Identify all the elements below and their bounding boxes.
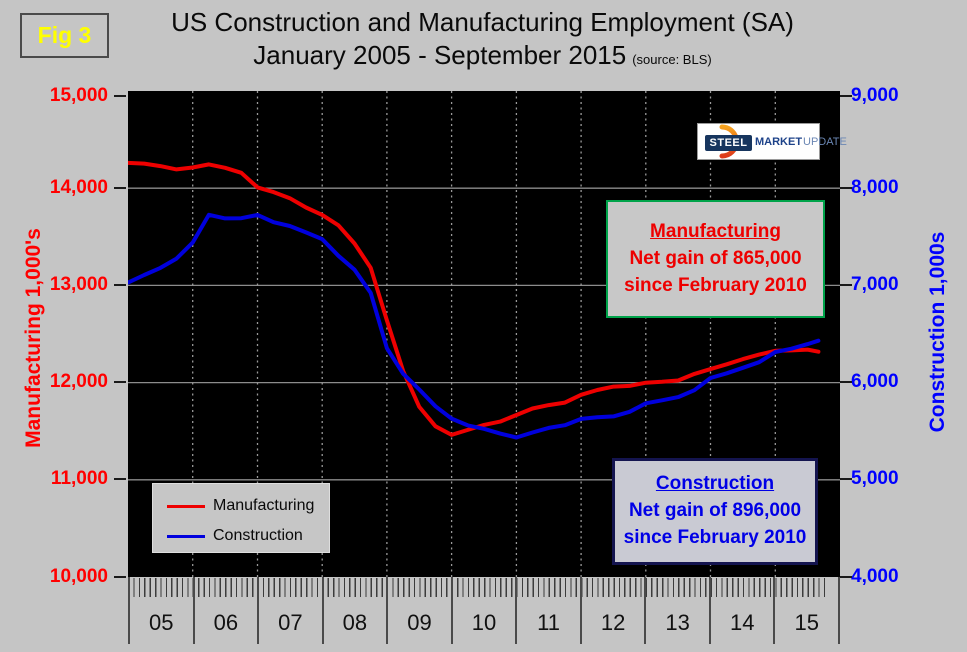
legend-item-manufacturing: Manufacturing: [167, 497, 314, 515]
left-tickmark: [114, 576, 126, 578]
right-tickmark: [840, 576, 852, 578]
construction-callout-line2: since February 2010: [623, 527, 807, 548]
legend: Manufacturing Construction: [152, 483, 330, 553]
smu-update-text: UPDATE: [803, 136, 847, 148]
construction-callout-title: Construction: [655, 473, 775, 494]
year-label: 08: [324, 577, 389, 644]
construction-line-swatch: [167, 534, 205, 538]
left-tickmark: [114, 381, 126, 383]
manufacturing-callout: Manufacturing Net gain of 865,000 since …: [606, 200, 825, 318]
right-tick-9000: 9,000: [851, 85, 899, 106]
right-tick-6000: 6,000: [851, 371, 899, 392]
title-block: US Construction and Manufacturing Employ…: [110, 6, 855, 76]
figure-number: Fig 3: [37, 22, 92, 48]
year-label: 10: [453, 577, 518, 644]
right-tickmark: [840, 381, 852, 383]
left-tickmark: [114, 478, 126, 480]
year-axis: 05 06 07 08 09 10 11 12 13 14 15: [128, 577, 841, 644]
manufacturing-callout-line2: since February 2010: [624, 275, 807, 296]
left-tickmark: [114, 187, 126, 189]
steel-market-update-logo: STEEL MARKET UPDATE: [697, 123, 847, 160]
left-tickmark: [114, 284, 126, 286]
year-label: 06: [195, 577, 260, 644]
year-label: 07: [259, 577, 324, 644]
manufacturing-callout-line1: Net gain of 865,000: [629, 248, 802, 269]
source-note: (source: BLS): [632, 52, 712, 67]
right-tickmark: [840, 187, 852, 189]
date-range: January 2005 - September 2015: [253, 40, 627, 70]
legend-label: Manufacturing: [213, 497, 315, 514]
right-tick-8000: 8,000: [851, 177, 899, 198]
month-tick-ruler: [128, 578, 825, 597]
right-tickmark: [840, 284, 852, 286]
legend-item-construction: Construction: [167, 527, 303, 545]
smu-market-text: MARKET: [755, 136, 803, 148]
year-label: 15: [775, 577, 841, 644]
manufacturing-line-swatch: [167, 504, 205, 508]
year-label: 05: [130, 577, 195, 644]
smu-steel-chip: STEEL: [705, 135, 752, 151]
left-tick-14000: 14,000: [49, 177, 108, 198]
year-label: 12: [582, 577, 647, 644]
year-label: 09: [388, 577, 453, 644]
right-tickmark: [840, 95, 852, 97]
left-tick-11000: 11,000: [50, 468, 108, 489]
chart-title: US Construction and Manufacturing Employ…: [171, 7, 794, 37]
left-tick-12000: 12,000: [49, 371, 108, 392]
left-tickmark: [114, 95, 126, 97]
right-tick-5000: 5,000: [851, 468, 899, 489]
legend-label: Construction: [213, 527, 303, 544]
chart-subtitle: January 2005 - September 2015 (source: BL…: [110, 39, 855, 76]
left-tick-15000: 15,000: [49, 85, 108, 106]
year-label: 11: [517, 577, 582, 644]
manufacturing-callout-title: Manufacturing: [650, 221, 781, 242]
construction-callout-line1: Net gain of 896,000: [628, 500, 802, 521]
right-tickmark: [840, 478, 852, 480]
plot-canvas: [128, 91, 840, 577]
year-label: 13: [646, 577, 711, 644]
right-tick-4000: 4,000: [851, 566, 899, 587]
left-tick-10000: 10,000: [49, 566, 108, 587]
construction-callout: Construction Net gain of 896,000 since F…: [612, 458, 818, 565]
figure-number-badge: Fig 3: [20, 13, 109, 58]
left-tick-13000: 13,000: [49, 274, 108, 295]
right-tick-7000: 7,000: [851, 274, 899, 295]
year-label: 14: [711, 577, 776, 644]
left-axis-title: Manufacturing 1,000's: [22, 228, 45, 448]
right-axis-title: Construction 1,000s: [926, 231, 949, 433]
